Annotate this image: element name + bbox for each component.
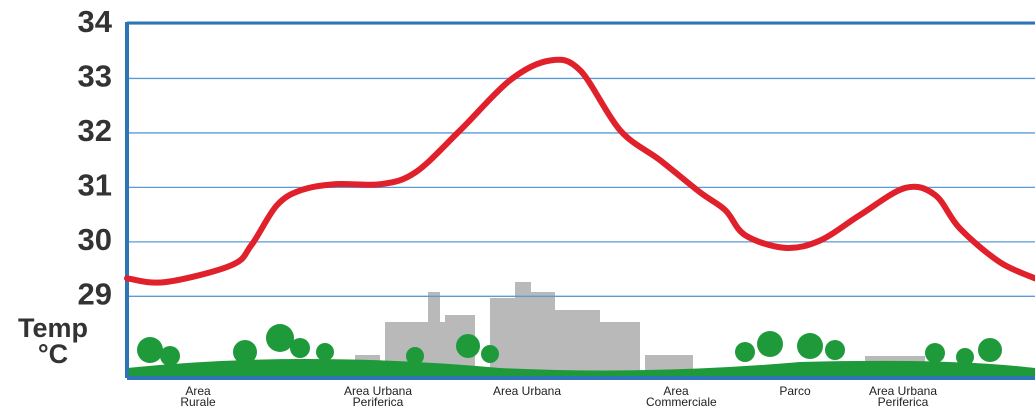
y-tick-label: 29 [78, 276, 112, 311]
category-label: Area Rurale [180, 384, 216, 409]
category-label: Area Urbana [492, 384, 562, 398]
category-label: Area Urbana Periferica [343, 384, 413, 409]
category-label: Area Urbana Periferica [868, 384, 938, 409]
temperature-line [124, 56, 1035, 286]
y-tick-label: 31 [78, 168, 112, 203]
category-label: Area Commerciale [646, 384, 717, 409]
y-tick-label: 34 [78, 4, 113, 39]
y-tick-label: 30 [78, 222, 112, 257]
y-tick-label: 32 [78, 113, 112, 148]
y-axis-label: Temp °C [17, 313, 88, 369]
scenery [127, 282, 1035, 378]
y-tick-label: 33 [78, 59, 112, 94]
category-label: Parco [779, 384, 811, 398]
